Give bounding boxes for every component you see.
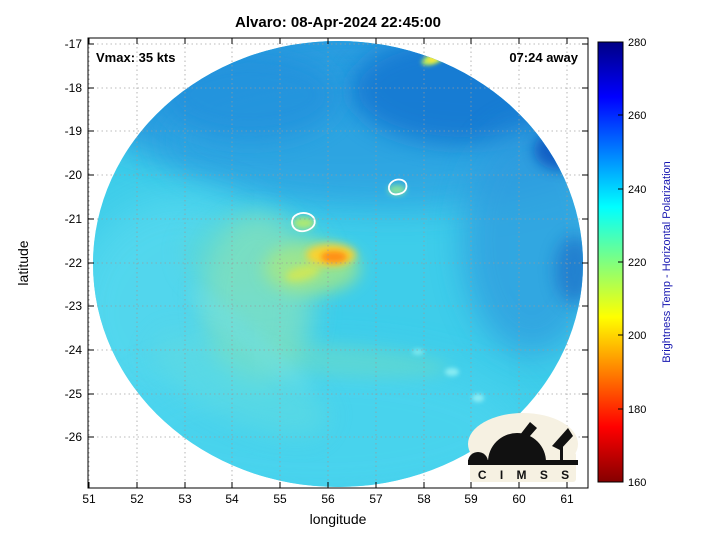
x-tick-label: 51 bbox=[82, 492, 96, 506]
tb-blob bbox=[188, 288, 312, 392]
colorbar-ticks bbox=[618, 41, 623, 483]
x-tick-label: 53 bbox=[178, 492, 192, 506]
plot-title: Alvaro: 08-Apr-2024 22:45:00 bbox=[235, 14, 441, 31]
colorbar-tick-label: 220 bbox=[628, 257, 646, 269]
cell-west-fill bbox=[293, 217, 315, 229]
colorbar-tick-label: 280 bbox=[628, 37, 646, 49]
x-tick-label: 60 bbox=[512, 492, 526, 506]
logo-base-bar bbox=[468, 460, 578, 465]
dish-mast bbox=[560, 446, 563, 462]
cold-cell-contour-east bbox=[388, 178, 408, 196]
cimss-logo: C I M S S bbox=[468, 413, 578, 482]
x-tick-label: 57 bbox=[369, 492, 383, 506]
y-tick-label: -18 bbox=[65, 81, 83, 95]
y-axis-label: latitude bbox=[15, 240, 31, 285]
x-tick-label: 54 bbox=[225, 492, 239, 506]
colorbar-tick-label: 200 bbox=[628, 330, 646, 342]
colorbar-tick-label: 240 bbox=[628, 184, 646, 196]
y-tick-label: -21 bbox=[65, 212, 83, 226]
x-tick-label: 61 bbox=[560, 492, 574, 506]
x-tick-label: 56 bbox=[321, 492, 335, 506]
y-tick-label: -17 bbox=[65, 37, 83, 51]
logo-text: C I M S S bbox=[478, 468, 574, 482]
tb-blob bbox=[445, 368, 459, 376]
tb-blob bbox=[285, 264, 321, 282]
x-axis-label: longitude bbox=[310, 511, 367, 527]
warm-core bbox=[321, 251, 347, 263]
tb-blob bbox=[555, 236, 583, 304]
y-tick-label: -22 bbox=[65, 256, 83, 270]
x-tick-label: 55 bbox=[273, 492, 287, 506]
y-tick-label: -19 bbox=[65, 124, 83, 138]
y-tick-label: -23 bbox=[65, 299, 83, 313]
tb-blob bbox=[152, 333, 328, 437]
time-away-label: 07:24 away bbox=[509, 50, 578, 65]
x-tick-label: 58 bbox=[417, 492, 431, 506]
y-tick-label: -20 bbox=[65, 168, 83, 182]
observatory-dome-icon bbox=[488, 433, 546, 462]
y-tick-label: -26 bbox=[65, 430, 83, 444]
x-tick-label: 52 bbox=[130, 492, 144, 506]
y-tick-label: -24 bbox=[65, 343, 83, 357]
small-dome-icon bbox=[468, 452, 488, 462]
tb-blob bbox=[412, 349, 424, 355]
tick-marks bbox=[88, 38, 588, 488]
colorbar-tick-label: 260 bbox=[628, 110, 646, 122]
tb-blob bbox=[472, 394, 484, 402]
vmax-label: Vmax: 35 kts bbox=[96, 50, 176, 65]
y-tick-label: -25 bbox=[65, 387, 83, 401]
cold-cell-contour-west bbox=[291, 212, 316, 233]
colorbar-tick-label: 180 bbox=[628, 404, 646, 416]
colorbar-tick-label: 160 bbox=[628, 477, 646, 489]
x-tick-label: 59 bbox=[464, 492, 478, 506]
satellite-swath-image bbox=[93, 41, 583, 487]
satellite-dish-icon bbox=[552, 428, 573, 450]
colorbar-axis-label: Brightness Temp - Horizontal Polarizatio… bbox=[661, 161, 673, 363]
